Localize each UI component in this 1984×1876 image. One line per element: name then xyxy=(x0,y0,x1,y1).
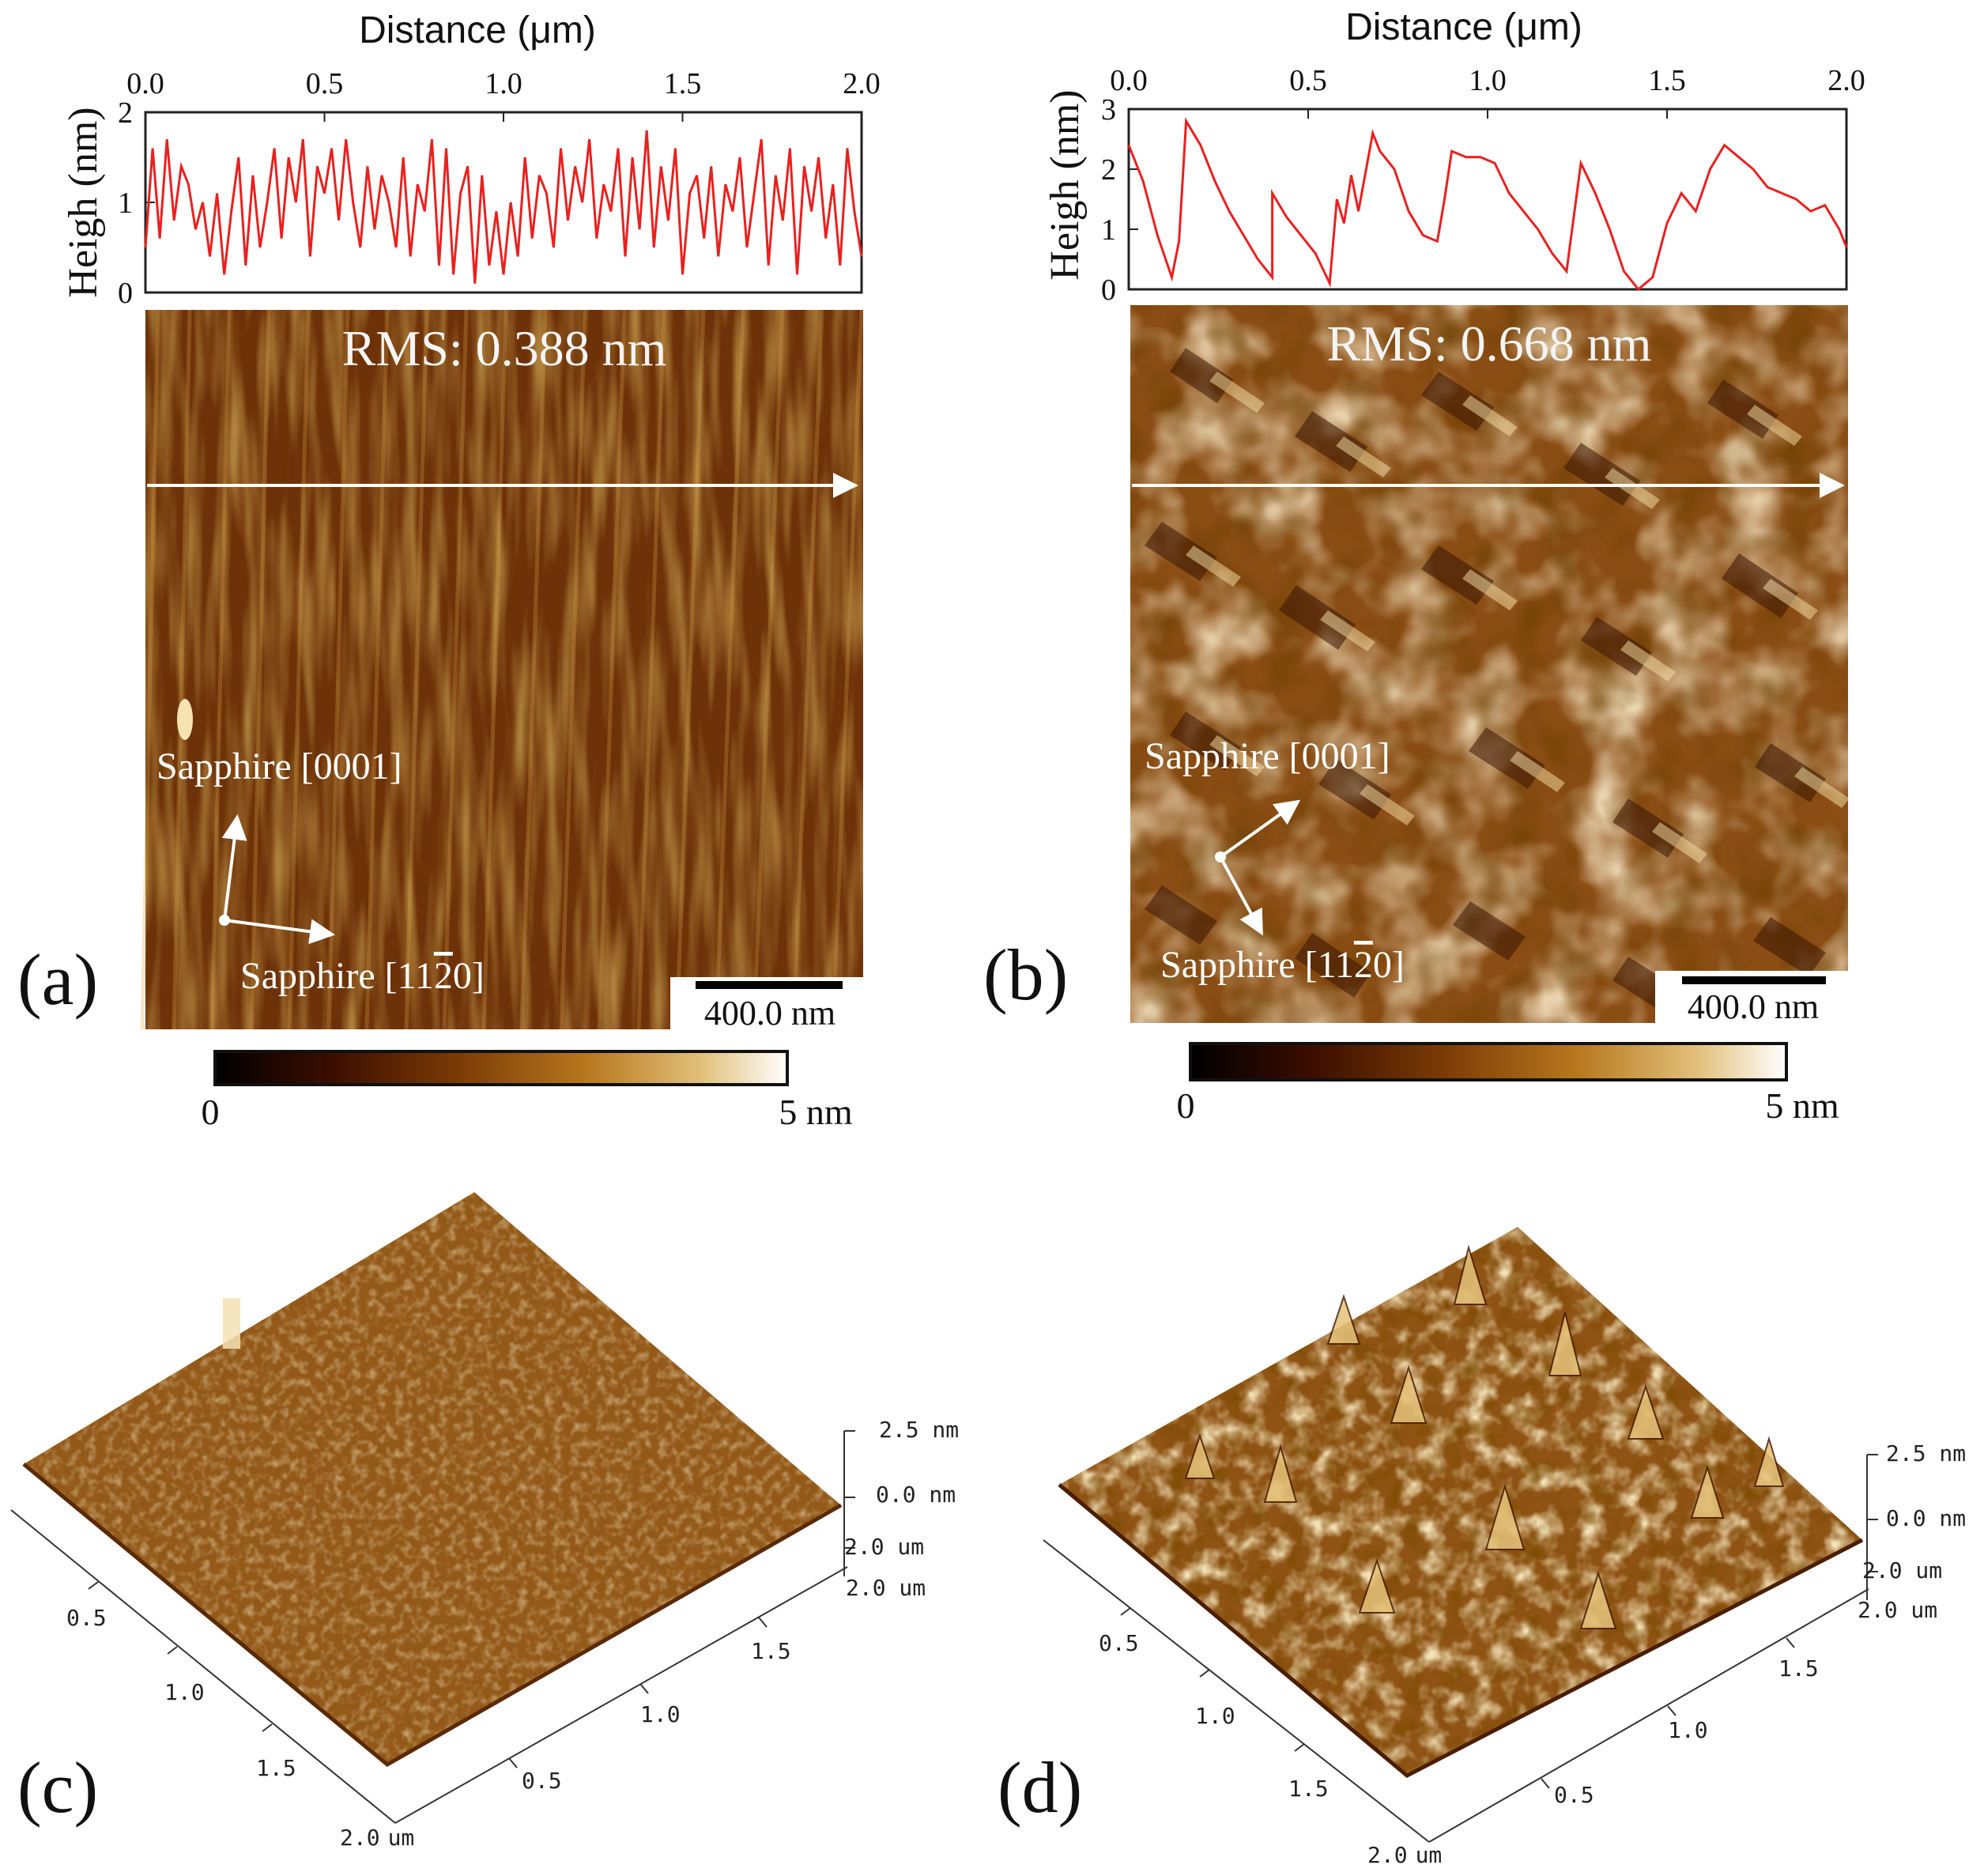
panel-label-d: (d) xyxy=(998,1747,1082,1828)
profile-b-ylabel: Heigh (nm) xyxy=(1043,89,1088,280)
profile-plot-a: Distance (μm) Heigh (nm) 0.0 0.5 1.0 1.5 2.0… xyxy=(61,9,881,310)
profile-b-xtick-label-1: 0.5 xyxy=(1289,64,1327,97)
x-end-label-c: 2.0 um xyxy=(846,1575,926,1601)
afm-image-a: RMS: 0.388 nm Sapphire [0001] Sapphire [… xyxy=(140,309,864,1032)
y-tick-c-2: 1.5 xyxy=(751,1638,791,1664)
direction-arrow-1120-b xyxy=(1219,856,1263,936)
rms-label-a: RMS: 0.388 nm xyxy=(342,320,667,376)
profile-b-ytick-label-1: 1 xyxy=(1101,213,1116,247)
panel-d: 2.5 nm 0.0 nm 2.0 um 2.0 um 0.5 1.0 1.5 … xyxy=(998,1227,1966,1868)
profile-a-xtick-label-1: 0.5 xyxy=(306,67,344,100)
x-tick-c-1: 1.0 xyxy=(164,1679,205,1705)
x-tick-c-2: 1.5 xyxy=(256,1755,296,1781)
profile-b-ytick-label-3: 3 xyxy=(1101,93,1116,126)
afm-a-particle xyxy=(177,699,193,740)
profile-a-ytick-label-0: 0 xyxy=(118,277,133,310)
x-tick-d-3: 2.0 um xyxy=(1367,1842,1442,1868)
afm-image-b: RMS: 0.668 nm Sapphire [0001] Sapphire [… xyxy=(1130,305,1850,1026)
x-tick-d-0: 0.5 xyxy=(1099,1630,1139,1656)
z-label-d-top: 2.5 nm xyxy=(1886,1440,1966,1466)
profile-a-xtick-label-4: 2.0 xyxy=(843,67,881,100)
direction-label-0001-a: Sapphire [0001] xyxy=(157,745,402,787)
profile-a-series-line xyxy=(144,130,863,284)
y-tick-c-1: 1.0 xyxy=(640,1701,681,1727)
scale-bar-label-b: 400.0 nm xyxy=(1688,987,1819,1026)
afm-b-terrace-highlights xyxy=(1186,372,1850,863)
profile-a-xtick-label-2: 1.0 xyxy=(485,67,522,100)
z-label-d-zero: 0.0 nm xyxy=(1886,1505,1966,1531)
colorbar-b-min: 0 xyxy=(1177,1085,1195,1126)
panel-label-c: (c) xyxy=(17,1747,98,1828)
x-tick-d-1: 1.0 xyxy=(1195,1703,1235,1729)
profile-a-xtick-label-0: 0.0 xyxy=(126,67,164,100)
surface-3d-d-peaks xyxy=(1184,1244,1785,1629)
profile-a-ytick-label-1: 1 xyxy=(118,187,133,220)
surface-3d-c-edge xyxy=(22,1463,843,1768)
axes-3d-c-labels: 2.5 nm 0.0 nm 2.0 um 2.0 um 0.5 1.0 1.5 … xyxy=(66,1417,959,1851)
profile-a-xtick-label-3: 1.5 xyxy=(664,67,702,100)
x-end-label-d: 2.0 um xyxy=(1858,1597,1937,1623)
axes-3d-d-labels: 2.5 nm 0.0 nm 2.0 um 2.0 um 0.5 1.0 1.5 … xyxy=(1099,1440,1966,1868)
panel-c: 2.5 nm 0.0 nm 2.0 um 2.0 um 0.5 1.0 1.5 … xyxy=(10,1192,959,1851)
y-tick-d-2: 1.5 xyxy=(1778,1655,1819,1682)
direction-arrow-1120-a xyxy=(224,919,335,945)
panel-label-a: (a) xyxy=(17,939,98,1020)
profile-b-xtick-label-0: 0.0 xyxy=(1110,64,1148,97)
direction-arrow-0001-a xyxy=(221,814,247,921)
y-tick-c-0: 0.5 xyxy=(522,1768,562,1794)
panel-a: Distance (μm) Heigh (nm) 0.0 0.5 1.0 1.5 2.0… xyxy=(17,9,881,1132)
profile-a-ytick-label-2: 2 xyxy=(118,96,133,130)
afm-a-step-texture xyxy=(140,309,864,1030)
profile-b-xlabel: Distance (μm) xyxy=(1345,6,1582,48)
direction-label-0001-b: Sapphire [0001] xyxy=(1145,735,1390,777)
y-tick-d-0: 0.5 xyxy=(1554,1782,1594,1808)
colorbar-a-max: 5 nm xyxy=(779,1092,853,1132)
y-end-label-c: 2.0 um xyxy=(844,1534,924,1560)
direction-label-1120-b: Sapphire [1120] xyxy=(1160,944,1405,986)
x-tick-c-3: 2.0 um xyxy=(340,1825,414,1851)
scale-bar-label-a: 400.0 nm xyxy=(704,994,835,1032)
profile-b-frame xyxy=(1127,108,1848,291)
direction-label-1120-a: Sapphire [1120] xyxy=(240,955,485,997)
direction-arrow-0001-b xyxy=(1219,799,1301,859)
profile-b-series-line xyxy=(1127,117,1848,292)
colorbar-a: 0 5 nm xyxy=(202,1050,853,1132)
z-label-c-zero: 0.0 nm xyxy=(876,1482,956,1508)
surface-3d-c-spike xyxy=(223,1298,240,1349)
profile-b-xtick-label-4: 2.0 xyxy=(1827,64,1865,97)
y-end-label-d: 2.0 um xyxy=(1862,1557,1942,1583)
profile-a-ylabel: Heigh (nm) xyxy=(61,107,106,297)
panel-b: Distance (μm) Heigh (nm) 0.0 0.5 1.0 1.5 2.0… xyxy=(983,6,1865,1126)
profile-b-ytick-label-0: 0 xyxy=(1101,274,1116,307)
rms-label-b: RMS: 0.668 nm xyxy=(1327,315,1652,372)
colorbar-b: 0 5 nm xyxy=(1177,1042,1839,1126)
profile-plot-b: Distance (μm) Heigh (nm) 0.0 0.5 1.0 1.5 2.0… xyxy=(1043,6,1865,307)
colorbar-a-min: 0 xyxy=(202,1092,220,1132)
x-tick-c-0: 0.5 xyxy=(66,1605,107,1631)
x-tick-d-2: 1.5 xyxy=(1288,1776,1329,1802)
profile-b-xtick-label-2: 1.0 xyxy=(1469,64,1507,97)
profile-a-xlabel: Distance (μm) xyxy=(359,9,596,51)
profile-b-xtick-label-3: 1.5 xyxy=(1648,64,1686,97)
y-tick-d-1: 1.0 xyxy=(1668,1717,1708,1743)
axes-3d-d xyxy=(1043,1454,1878,1843)
colorbar-b-max: 5 nm xyxy=(1765,1085,1839,1126)
surface-3d-d-edge xyxy=(1058,1483,1864,1778)
profile-b-ytick-label-2: 2 xyxy=(1101,153,1116,187)
panel-label-b: (b) xyxy=(983,934,1068,1015)
z-label-c-top: 2.5 nm xyxy=(879,1417,959,1443)
axes-3d-c xyxy=(10,1430,855,1824)
